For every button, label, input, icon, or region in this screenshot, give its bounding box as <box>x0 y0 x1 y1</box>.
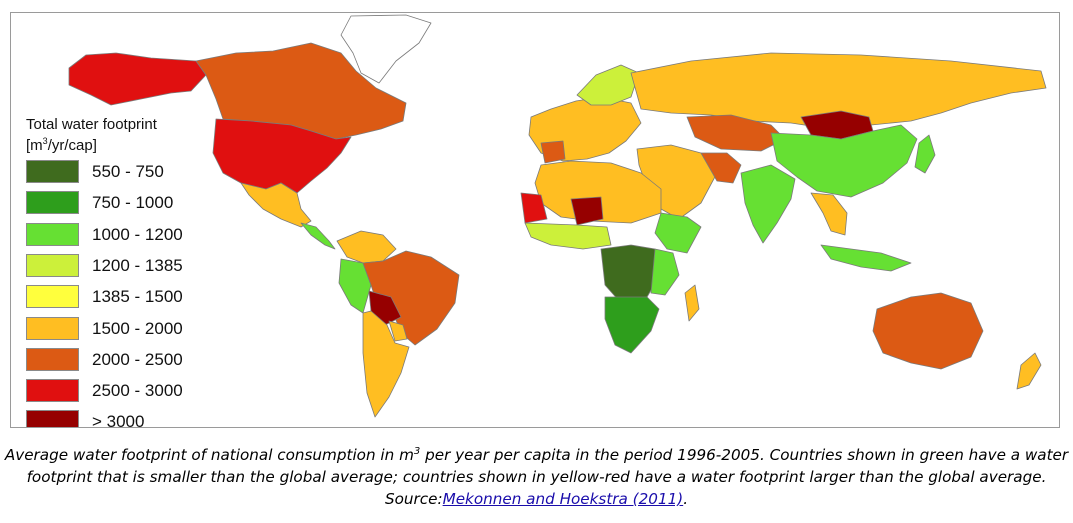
drc-region <box>600 244 662 304</box>
kazakhstan-region <box>686 114 786 152</box>
greenland-region <box>340 14 432 84</box>
central-america-region <box>300 222 336 250</box>
australia-region <box>872 292 984 370</box>
niger-region <box>570 196 604 226</box>
legend-label: 1500 - 2000 <box>92 318 183 338</box>
source-link[interactable]: Mekonnen and Hoekstra (2011) <box>442 490 684 508</box>
legend-item: > 3000 <box>26 410 216 428</box>
scandinavia-region <box>576 64 640 106</box>
legend-label: > 3000 <box>92 412 145 428</box>
japan-region <box>914 134 936 174</box>
iberia-region <box>540 140 566 164</box>
legend-label: 1385 - 1500 <box>92 287 183 307</box>
legend-swatch <box>26 222 79 246</box>
mauritania-region <box>520 192 548 224</box>
colombia-venezuela-region <box>336 230 397 264</box>
legend-title-unit: [m3/yr/cap] <box>26 136 97 154</box>
legend-swatch <box>26 316 79 340</box>
china-region <box>770 124 918 198</box>
legend-item: 550 - 750 <box>26 160 216 185</box>
legend-item: 750 - 1000 <box>26 191 216 216</box>
new-zealand-region <box>1016 352 1042 390</box>
legend-swatch <box>26 253 79 277</box>
legend-item: 2500 - 3000 <box>26 379 216 404</box>
legend-swatch <box>26 379 79 403</box>
argentina-chile-region <box>362 310 410 418</box>
west-africa-region <box>524 222 612 250</box>
paraguay-region <box>388 320 408 342</box>
southeast-asia-region <box>810 192 848 236</box>
southern-africa-region <box>604 296 660 354</box>
legend-item: 1500 - 2000 <box>26 316 216 342</box>
legend-item: 1385 - 1500 <box>26 285 216 310</box>
choropleth-map <box>68 14 1047 418</box>
caption-exponent: 3 <box>413 445 421 457</box>
indonesia-region <box>820 244 912 272</box>
legend-label: 2000 - 2500 <box>92 349 183 369</box>
horn-of-africa-region <box>654 212 702 254</box>
legend-label: 2500 - 3000 <box>92 381 183 401</box>
map-legend: Total water footprint [m3/yr/cap] 550 - … <box>26 116 206 427</box>
legend-label: 1000 - 1200 <box>92 224 183 244</box>
india-region <box>740 164 796 244</box>
legend-title-line1: Total water footprint <box>26 116 157 133</box>
legend-label: 1200 - 1385 <box>92 255 183 275</box>
legend-item: 1000 - 1200 <box>26 222 216 248</box>
mexico-region <box>240 182 312 228</box>
russia-region <box>630 52 1047 130</box>
usa-region <box>212 118 352 194</box>
legend-swatch <box>26 410 79 427</box>
figure-caption: Average water footprint of national cons… <box>4 445 1069 508</box>
world-map: Total water footprint [m3/yr/cap] 550 - … <box>10 12 1060 428</box>
legend-swatch <box>26 191 79 215</box>
east-africa-region <box>650 248 680 296</box>
legend-label: 750 - 1000 <box>92 193 174 213</box>
caption-text: Average water footprint of national cons… <box>4 446 414 464</box>
legend-label: 550 - 750 <box>92 162 164 181</box>
legend-swatch <box>26 285 79 309</box>
caption-text-continued: per year per capita in the period 1996-2… <box>26 446 1069 508</box>
legend-title: Total water footprint [m3/yr/cap] <box>26 116 206 154</box>
legend-item: 1200 - 1385 <box>26 253 216 279</box>
legend-item: 2000 - 2500 <box>26 347 216 373</box>
alaska-region <box>68 52 207 106</box>
legend-swatch <box>26 160 79 183</box>
iran-region <box>700 152 742 184</box>
legend-swatch <box>26 347 79 371</box>
madagascar-region <box>684 284 700 322</box>
